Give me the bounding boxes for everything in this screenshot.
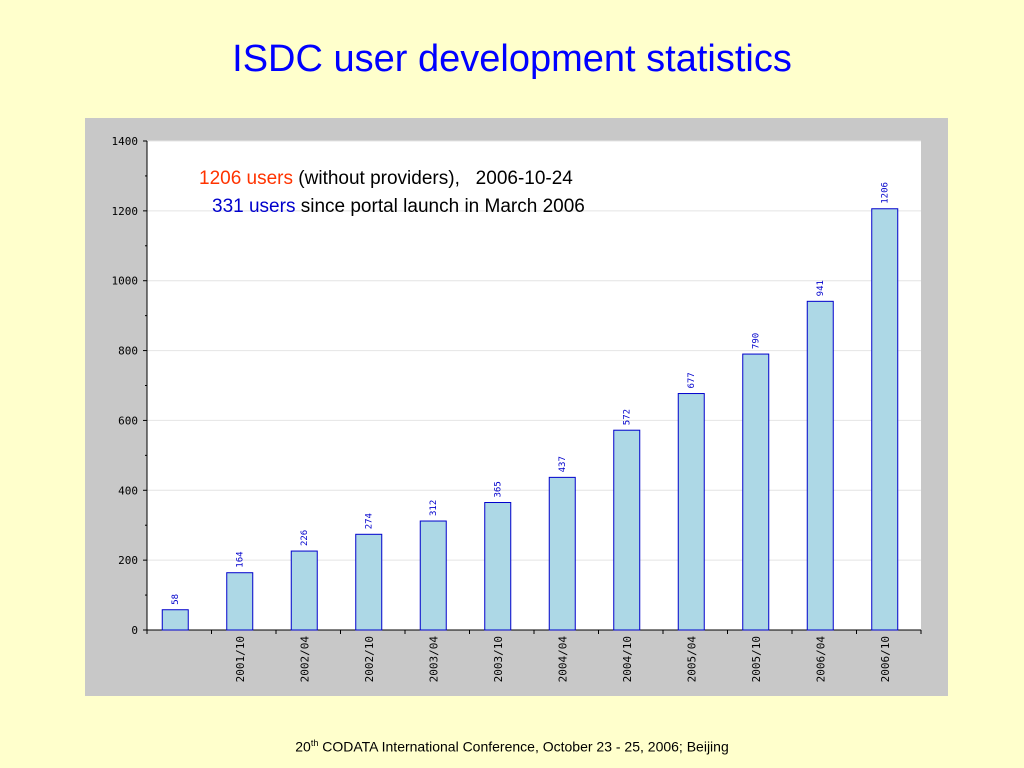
footer-ordinal: 20 [295, 738, 311, 755]
bar [161, 609, 189, 631]
x-tick-label: 2004/10 [621, 636, 634, 682]
bar-value-label: 58 [171, 594, 181, 605]
y-tick-label: 400 [118, 484, 138, 497]
x-tick-label: 2005/10 [750, 636, 763, 682]
bar-value-label: 312 [429, 500, 439, 516]
x-tick-label: 2002/10 [363, 636, 376, 682]
bar-value-label: 226 [300, 530, 310, 546]
bar [226, 572, 254, 631]
bar-value-label: 572 [623, 409, 633, 425]
x-tick-label: 2006/04 [814, 636, 827, 683]
bar-value-label: 365 [494, 481, 504, 497]
bar-value-label: 677 [687, 372, 697, 388]
bar-value-label: 941 [816, 280, 826, 296]
annotation-total-users-count: 1206 users [199, 168, 294, 189]
y-tick-label: 1000 [112, 275, 139, 288]
y-tick-label: 1200 [112, 205, 139, 218]
bar [355, 533, 383, 631]
annotation-total-users: 1206 users (without providers), 2006-10-… [199, 168, 573, 190]
y-tick-label: 1400 [112, 135, 139, 148]
y-tick-label: 800 [118, 345, 138, 358]
x-tick-label: 2003/10 [492, 636, 505, 682]
bar-chart: 0 200 400 600 800 1000 1200 1400 58 164 2001/10 226… [85, 118, 948, 696]
bar [419, 520, 447, 631]
bar [871, 208, 899, 631]
x-tick-label: 2003/04 [427, 636, 440, 683]
footer-ordinal-suffix: th [310, 738, 319, 748]
x-tick-label: 2006/10 [879, 636, 892, 682]
annotation-portal-users: 331 users since portal launch in March 2… [212, 196, 585, 218]
x-tick-label: 2001/10 [234, 636, 247, 682]
plot-area [147, 141, 921, 630]
y-tick-label: 600 [118, 414, 138, 427]
bar-value-label: 437 [558, 456, 568, 472]
chart-canvas: 0 200 400 600 800 1000 1200 1400 58 164 2001/10 226… [112, 135, 922, 683]
annotation-portal-users-detail: since portal launch in March 2006 [295, 196, 585, 217]
y-tick-label: 0 [131, 624, 138, 637]
x-tick-label: 2004/04 [556, 636, 569, 683]
bar [290, 550, 318, 631]
bar [484, 502, 512, 631]
bar [677, 393, 705, 631]
bar-value-label: 1206 [881, 182, 891, 204]
footer-text: CODATA International Conference, October… [318, 738, 729, 755]
slide-title: ISDC user development statistics [232, 38, 792, 80]
bar-value-label: 790 [752, 333, 762, 349]
bar-value-label: 164 [236, 551, 246, 567]
y-tick-label: 200 [118, 554, 138, 567]
annotation-portal-users-count: 331 users [212, 196, 296, 217]
bar-value-label: 274 [365, 513, 375, 529]
bar [806, 300, 834, 631]
x-tick-label: 2005/04 [685, 636, 698, 683]
bar [613, 429, 641, 631]
x-tick-label: 2002/04 [298, 636, 311, 683]
bar [548, 476, 576, 631]
annotation-total-users-detail: (without providers), 2006-10-24 [293, 168, 573, 189]
bar [742, 353, 770, 631]
footer: 20th CODATA International Conference, Oc… [0, 738, 1024, 755]
